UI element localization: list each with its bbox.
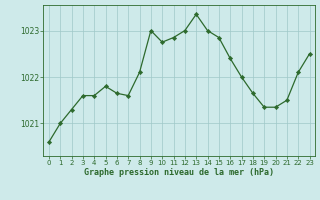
- X-axis label: Graphe pression niveau de la mer (hPa): Graphe pression niveau de la mer (hPa): [84, 168, 274, 177]
